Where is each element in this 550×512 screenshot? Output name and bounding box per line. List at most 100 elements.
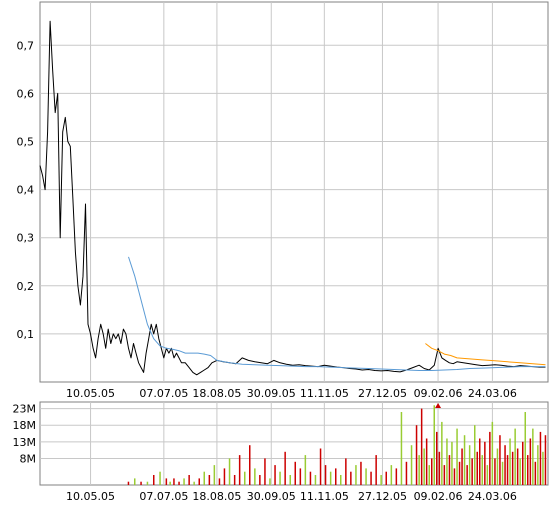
volume-x-tick-label: 24.03.06	[468, 490, 517, 503]
volume-bar	[511, 451, 514, 485]
volume-bar	[395, 468, 398, 485]
price-plot-frame	[39, 1, 549, 383]
volume-bar	[188, 475, 190, 485]
price-x-tick-labels: 10.05.05 07.07.05 18.08.05 30.09.05 11.11.05…	[66, 387, 517, 400]
volume-bar	[284, 451, 286, 485]
volume-bar	[370, 471, 372, 485]
volume-bar	[213, 465, 216, 485]
volume-bar	[441, 421, 443, 485]
volume-x-tick-label: 18.08.05	[192, 490, 241, 503]
volume-bar	[314, 475, 317, 485]
volume-bar	[244, 471, 246, 485]
volume-bar	[350, 471, 352, 485]
volume-plot-frame	[39, 401, 549, 486]
volume-bar	[529, 438, 532, 485]
volume-bar	[524, 412, 526, 485]
volume-bar	[400, 412, 403, 485]
volume-bar	[304, 455, 307, 485]
volume-bar	[539, 431, 542, 485]
series-line-price	[39, 20, 546, 376]
volume-bar	[329, 471, 332, 485]
volume-bar	[453, 468, 456, 485]
volume-bar	[340, 475, 342, 485]
series-line-moving-average-long	[128, 256, 546, 371]
volume-bar	[365, 468, 367, 485]
volume-bar	[380, 475, 382, 485]
volume-bar	[461, 448, 463, 485]
volume-bar	[446, 438, 448, 485]
volume-bar	[345, 458, 347, 485]
volume-bar	[516, 448, 519, 485]
price-y-tick-label: 0,6	[17, 87, 35, 100]
volume-bar	[496, 448, 499, 485]
volume-bar	[486, 465, 489, 485]
volume-bar	[223, 468, 226, 485]
volume-bar	[309, 471, 312, 485]
volume-bar	[438, 451, 441, 485]
volume-bar	[506, 455, 509, 485]
volume-bar	[355, 465, 357, 485]
volume-bar	[218, 478, 221, 485]
volume-bar	[468, 445, 471, 485]
volume-x-tick-labels: 10.05.05 07.07.05 18.08.05 30.09.05 11.11.05…	[66, 490, 517, 503]
volume-bar	[448, 455, 451, 485]
volume-bar	[140, 481, 142, 485]
volume-bar	[431, 458, 433, 485]
volume-bar	[127, 481, 130, 485]
volume-bar	[484, 441, 486, 485]
volume-bar	[443, 465, 446, 485]
volume-x-tick-label: 09.02.06	[414, 490, 463, 503]
volume-bar	[532, 428, 534, 485]
volume-x-tick-label: 27.12.05	[358, 490, 407, 503]
volume-bar	[534, 461, 537, 485]
volume-bar	[489, 431, 491, 485]
volume-bar	[476, 451, 478, 485]
volume-bar	[173, 478, 175, 485]
price-x-tick-label: 24.03.06	[468, 387, 517, 400]
price-y-tick-label: 0,7	[17, 39, 35, 52]
volume-bar	[537, 445, 539, 485]
price-x-tick-label: 11.11.05	[300, 387, 349, 400]
volume-bar	[274, 465, 276, 485]
volume-bar	[259, 475, 261, 485]
volume-bar	[279, 471, 281, 485]
volume-bar	[169, 481, 171, 485]
volume-bar	[514, 428, 516, 485]
volume-bar	[466, 465, 468, 485]
volume-bar	[159, 471, 161, 485]
volume-bar	[481, 455, 483, 485]
volume-bar	[360, 461, 362, 485]
volume-bar	[456, 428, 458, 485]
volume-bar	[544, 435, 547, 485]
volume-gridlines	[40, 402, 548, 485]
volume-bar	[264, 458, 266, 485]
volume-bar	[153, 475, 155, 485]
price-y-tick-label: 0,4	[17, 184, 35, 197]
volume-bar	[519, 458, 521, 485]
price-y-tick-label: 0,5	[17, 135, 35, 148]
series-line-moving-average-short	[425, 343, 546, 366]
volume-bar	[203, 471, 205, 485]
volume-bar	[269, 478, 271, 485]
volume-bar	[509, 438, 511, 485]
volume-bar	[289, 475, 291, 485]
volume-x-tick-label: 10.05.05	[66, 490, 115, 503]
volume-bar	[249, 445, 251, 485]
volume-y-tick-label: 8M	[20, 452, 37, 465]
volume-bar	[405, 461, 408, 485]
volume-bar	[183, 478, 185, 485]
volume-bar	[504, 445, 506, 485]
volume-bar	[415, 425, 418, 485]
price-y-tick-label: 0,2	[17, 280, 35, 293]
volume-bar	[471, 458, 473, 485]
volume-bar	[385, 471, 387, 485]
volume-bar	[491, 421, 494, 485]
volume-x-tick-label: 07.07.05	[139, 490, 188, 503]
volume-bar	[165, 478, 168, 485]
volume-bar	[542, 451, 544, 485]
volume-bar	[134, 478, 136, 485]
volume-bar	[499, 435, 501, 485]
volume-bar	[375, 455, 377, 485]
volume-bar	[390, 465, 393, 485]
